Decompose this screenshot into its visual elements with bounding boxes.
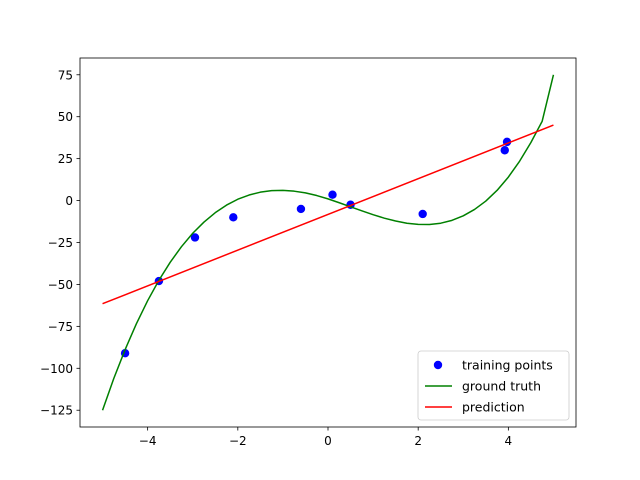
series-line-ground-truth <box>101 74 555 411</box>
legend-box <box>417 350 570 421</box>
x-tick-label: 4 <box>505 434 513 448</box>
y-tick-label: 25 <box>58 152 73 166</box>
y-tick-label: −100 <box>40 362 73 376</box>
training-point <box>328 190 337 199</box>
training-point <box>418 209 427 219</box>
plot-area <box>101 74 555 411</box>
training-point <box>500 146 509 155</box>
x-tick-label: −4 <box>139 434 157 448</box>
y-tick-label: 50 <box>58 110 73 124</box>
legend-label: prediction <box>462 400 525 415</box>
legend-marker <box>433 360 443 370</box>
legend: training points ground truth prediction <box>417 350 570 421</box>
y-tick-label: −75 <box>48 320 73 334</box>
x-tick-label: 0 <box>324 434 332 448</box>
legend-label: ground truth <box>462 379 541 394</box>
x-tick-label: −2 <box>229 434 247 448</box>
y-tick-label: 75 <box>58 68 73 82</box>
series-line-prediction <box>102 124 554 305</box>
x-tick-label: 2 <box>414 434 422 448</box>
training-point <box>190 233 200 242</box>
y-tick-label: −25 <box>48 236 73 250</box>
axes: −4 −2 0 2 4 −125 −100 −75 −50 −25 0 25 50 75 <box>40 57 577 448</box>
training-point <box>296 204 306 214</box>
y-tick-label: 0 <box>65 194 73 208</box>
legend-label: training points <box>462 358 553 373</box>
y-tick-label: −50 <box>48 278 73 292</box>
training-point <box>229 213 238 222</box>
y-tick-label: −125 <box>40 404 73 418</box>
